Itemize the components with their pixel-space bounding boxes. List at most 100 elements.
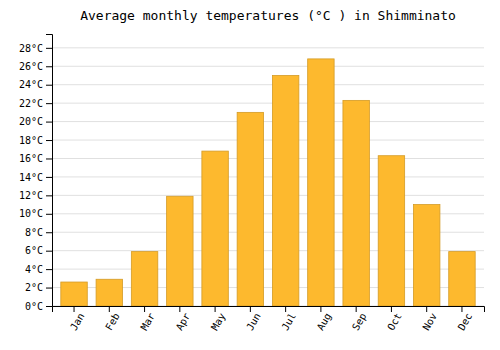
tick: Aug	[315, 306, 334, 332]
tick-label: 4°C	[25, 264, 43, 275]
tick-label: 8°C	[25, 227, 43, 238]
bar	[308, 59, 334, 306]
tick: 24°C	[19, 79, 52, 90]
tick-label: 2°C	[25, 282, 43, 293]
tick-mark	[320, 306, 321, 312]
tick-mark	[215, 306, 216, 312]
tick: 16°C	[19, 153, 52, 164]
bar	[202, 151, 228, 306]
bar	[96, 279, 122, 306]
tick: 4°C	[25, 264, 52, 275]
grid-line	[52, 84, 484, 85]
bar	[343, 100, 369, 306]
tick-mark	[250, 306, 251, 312]
tick-label: Sep	[350, 311, 369, 332]
bar	[413, 205, 439, 306]
tick: 12°C	[19, 190, 52, 201]
tick-label: Nov	[420, 311, 439, 332]
tick-label: 16°C	[19, 153, 43, 164]
tick-label: Oct	[385, 311, 404, 332]
chart: 0°C 2°C 4°C 6°C 8°C 10°C 12°C 14°C 16°C 18°C 20°C 2…	[0, 0, 500, 350]
tick: 0°C	[25, 301, 52, 312]
tick-label: Jan	[68, 311, 87, 332]
tick: May	[209, 306, 228, 332]
tick: Apr	[174, 306, 193, 332]
tick-mark	[46, 66, 52, 67]
bar	[167, 196, 193, 306]
tick-label: Mar	[138, 311, 157, 332]
tick: 20°C	[19, 116, 52, 127]
tick: 10°C	[19, 208, 52, 219]
y-axis: 0°C 2°C 4°C 6°C 8°C 10°C 12°C 14°C 16°C 18°C 20°C 2…	[19, 35, 53, 312]
tick-mark	[46, 232, 52, 233]
tick: 26°C	[19, 61, 52, 72]
bar	[237, 112, 263, 306]
tick-mark	[46, 269, 52, 270]
tick-mark	[461, 306, 462, 312]
tick-mark	[46, 48, 52, 49]
tick-label: Dec	[456, 311, 475, 332]
grid-line	[52, 195, 484, 196]
tick-label: 14°C	[19, 172, 43, 183]
grid-line	[52, 66, 484, 67]
tick: Sep	[350, 306, 369, 332]
tick-label: 0°C	[25, 301, 43, 312]
tick-label: 28°C	[19, 43, 43, 54]
tick-label: 18°C	[19, 135, 43, 146]
tick: 6°C	[25, 245, 52, 256]
tick-mark	[144, 306, 145, 312]
tick-mark	[46, 195, 52, 196]
grid-line	[52, 176, 484, 177]
tick-label: 22°C	[19, 98, 43, 109]
tick: Mar	[138, 306, 157, 332]
tick: Dec	[456, 306, 475, 332]
tick: 8°C	[25, 227, 52, 238]
tick-mark	[46, 140, 52, 141]
tick: Jun	[244, 306, 263, 332]
grid-line	[52, 158, 484, 159]
tick-mark	[391, 306, 392, 312]
tick-mark	[46, 85, 52, 86]
tick-label: Aug	[315, 311, 334, 332]
bar	[61, 282, 87, 306]
tick: 14°C	[19, 172, 52, 183]
grid	[52, 48, 484, 306]
tick-mark	[46, 177, 52, 178]
tick-mark	[109, 306, 110, 312]
tick-mark	[285, 306, 286, 312]
tick: 18°C	[19, 135, 52, 146]
tick-mark	[74, 306, 75, 312]
tick-mark	[46, 306, 52, 307]
bar	[131, 252, 157, 306]
tick: 28°C	[19, 43, 52, 54]
tick-mark	[179, 306, 180, 312]
plot: 0°C 2°C 4°C 6°C 8°C 10°C 12°C 14°C 16°C 18°C 20°C 2…	[19, 35, 485, 333]
tick: Feb	[103, 306, 122, 332]
tick: Jan	[68, 306, 87, 332]
grid-line	[52, 121, 484, 122]
bars	[61, 59, 475, 306]
tick-label: 10°C	[19, 208, 43, 219]
tick-mark	[426, 306, 427, 312]
grid-line	[52, 140, 484, 141]
tick: Oct	[385, 306, 404, 332]
tick-label: May	[209, 311, 228, 332]
tick-label: 26°C	[19, 61, 43, 72]
tick-label: Jul	[279, 311, 298, 332]
tick-mark	[356, 306, 357, 312]
tick-mark	[46, 214, 52, 215]
axis-line	[53, 307, 485, 313]
tick-mark	[46, 251, 52, 252]
tick-label: 6°C	[25, 245, 43, 256]
tick-label: 24°C	[19, 79, 43, 90]
tick-mark	[46, 103, 52, 104]
tick-label: 12°C	[19, 190, 43, 201]
bar	[449, 252, 475, 306]
bar	[378, 156, 404, 306]
tick: 22°C	[19, 98, 52, 109]
tick: Jul	[279, 306, 298, 332]
tick: 2°C	[25, 282, 52, 293]
tick-label: Apr	[174, 311, 193, 332]
tick-mark	[46, 288, 52, 289]
title: Average monthly temperatures (°C ) in Sh…	[80, 8, 456, 23]
